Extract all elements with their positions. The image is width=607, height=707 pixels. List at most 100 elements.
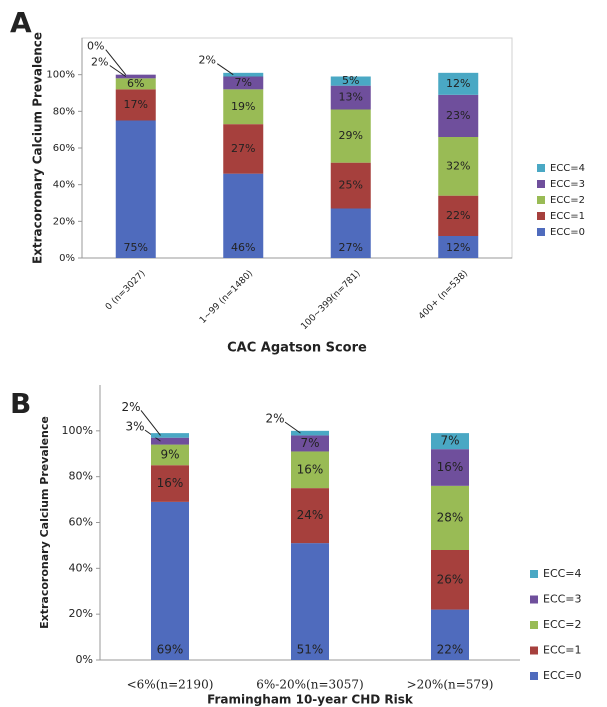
legend-swatch bbox=[537, 164, 545, 172]
legend-swatch bbox=[537, 196, 545, 204]
bar-segment bbox=[223, 89, 264, 125]
x-tick-label: 100~399(n=781) bbox=[299, 269, 362, 332]
legend-label: ECC=2 bbox=[543, 618, 582, 631]
bar-segment bbox=[330, 85, 371, 110]
bar-segment bbox=[431, 550, 469, 610]
bar-segment bbox=[438, 72, 479, 95]
bar-segment bbox=[223, 124, 264, 174]
legend-label: ECC=0 bbox=[543, 669, 582, 682]
data-label: 26% bbox=[437, 572, 464, 586]
bar-segment bbox=[330, 208, 371, 258]
bar-segment bbox=[291, 451, 329, 489]
bar-segment bbox=[291, 435, 329, 452]
bar-segment bbox=[291, 430, 329, 436]
data-label: 24% bbox=[297, 508, 324, 522]
data-label: 69% bbox=[157, 643, 184, 657]
bar-segment bbox=[330, 109, 371, 163]
bar-segment bbox=[291, 488, 329, 544]
data-label: 27% bbox=[339, 241, 363, 254]
legend-swatch bbox=[537, 180, 545, 188]
y-tick-label: 100% bbox=[62, 424, 93, 437]
data-label: 6% bbox=[127, 77, 144, 90]
legend-swatch bbox=[530, 595, 538, 604]
legend-swatch bbox=[530, 621, 538, 629]
bar-segment bbox=[115, 89, 156, 121]
data-label: 29% bbox=[339, 129, 363, 142]
y-tick-label: 60% bbox=[69, 516, 93, 529]
x-axis-label: Framingham 10-year CHD Risk bbox=[207, 693, 414, 707]
y-axis-label: Extracoronary Calcium Prevalence bbox=[31, 32, 45, 264]
panel-letter: A bbox=[10, 6, 32, 39]
data-label: 13% bbox=[339, 91, 363, 104]
legend-label: ECC=4 bbox=[550, 163, 585, 174]
legend-label: ECC=1 bbox=[550, 211, 585, 222]
data-label: 7% bbox=[235, 76, 252, 89]
bar-segment bbox=[223, 76, 264, 90]
bar-segment bbox=[115, 74, 156, 79]
y-tick-label: 60% bbox=[53, 143, 75, 154]
panel-letter: B bbox=[10, 387, 31, 420]
data-label: 32% bbox=[446, 159, 470, 172]
bar-segment bbox=[115, 120, 156, 258]
y-tick-label: 0% bbox=[76, 653, 93, 666]
data-label: 2% bbox=[199, 54, 216, 67]
data-label: 75% bbox=[124, 241, 148, 254]
data-label: 12% bbox=[446, 241, 470, 254]
data-label: 2% bbox=[265, 412, 284, 426]
leader-line bbox=[109, 65, 127, 77]
x-tick-label: >20%(n=579) bbox=[407, 678, 494, 692]
bar-segment bbox=[151, 465, 189, 502]
y-tick-label: 80% bbox=[53, 106, 75, 117]
data-label: 51% bbox=[297, 643, 324, 657]
y-axis-label: Extracoronary Calcium Prevalence bbox=[38, 416, 51, 629]
bar-segment bbox=[438, 137, 479, 196]
data-label: 23% bbox=[446, 109, 470, 122]
data-label: 16% bbox=[297, 462, 324, 476]
data-label: 5% bbox=[342, 74, 359, 87]
data-label: 3% bbox=[125, 420, 144, 434]
bar-segment bbox=[330, 162, 371, 209]
legend-label: ECC=3 bbox=[543, 593, 582, 606]
leader-line bbox=[105, 49, 127, 75]
bar-segment bbox=[291, 543, 329, 660]
x-tick-label: 1~99 (n=1480) bbox=[198, 269, 255, 326]
x-tick-label: 400+ (n=538) bbox=[417, 269, 470, 322]
data-label: 22% bbox=[437, 643, 464, 657]
data-label: 27% bbox=[231, 142, 255, 155]
bar-segment bbox=[115, 78, 156, 90]
legend-label: ECC=2 bbox=[550, 195, 585, 206]
data-label: 46% bbox=[231, 241, 255, 254]
data-label: 9% bbox=[160, 447, 179, 461]
legend-swatch bbox=[530, 672, 538, 680]
bar-segment bbox=[151, 433, 189, 438]
bar-segment bbox=[151, 501, 189, 660]
bar-segment bbox=[223, 173, 264, 258]
legend-label: ECC=0 bbox=[550, 227, 585, 238]
bar-segment bbox=[431, 485, 469, 550]
data-label: 17% bbox=[124, 98, 148, 111]
x-tick-label: <6%(n=2190) bbox=[127, 678, 214, 692]
data-label: 7% bbox=[300, 436, 319, 450]
bar-segment bbox=[431, 609, 469, 660]
bar-segment bbox=[431, 433, 469, 450]
bar-segment bbox=[438, 236, 479, 258]
data-label: 22% bbox=[446, 209, 470, 222]
data-label: 19% bbox=[231, 100, 255, 113]
legend-label: ECC=1 bbox=[543, 644, 582, 657]
y-tick-label: 40% bbox=[69, 561, 93, 574]
leader-line bbox=[140, 410, 161, 436]
y-tick-label: 0% bbox=[59, 253, 75, 264]
y-tick-label: 40% bbox=[53, 180, 75, 191]
y-tick-label: 20% bbox=[69, 607, 93, 620]
bar-segment bbox=[223, 72, 264, 77]
data-label: 12% bbox=[446, 77, 470, 90]
data-label: 25% bbox=[339, 179, 363, 192]
data-label: 16% bbox=[437, 460, 464, 474]
legend-swatch bbox=[530, 646, 538, 655]
y-tick-label: 20% bbox=[53, 216, 75, 227]
y-tick-label: 80% bbox=[69, 470, 93, 483]
data-label: 7% bbox=[440, 434, 459, 448]
bar-segment bbox=[151, 437, 189, 445]
legend-swatch bbox=[530, 570, 538, 578]
